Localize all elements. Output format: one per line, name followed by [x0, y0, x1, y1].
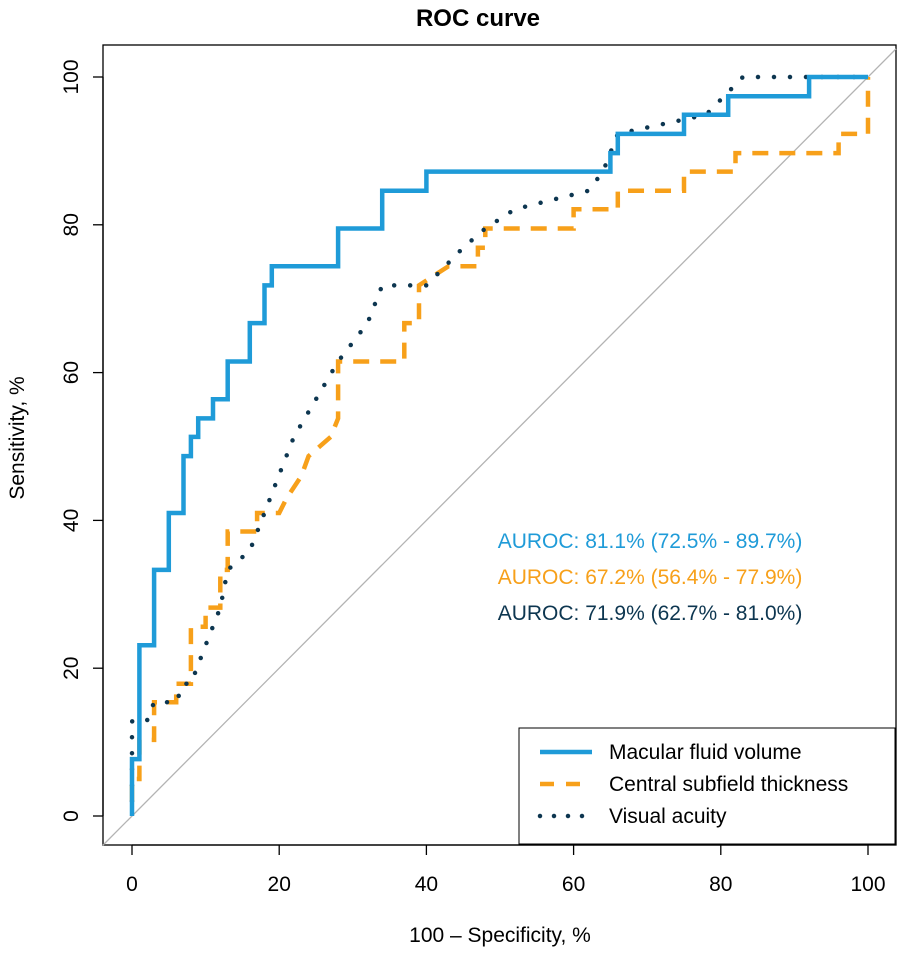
- x-tick-label: 40: [415, 873, 438, 896]
- reference-diagonal: [102, 48, 897, 846]
- x-tick-label: 20: [268, 873, 291, 896]
- legend-label: Visual acuity: [609, 805, 727, 828]
- x-axis-label: 100 – Specificity, %: [409, 924, 591, 947]
- x-axis: 0 20 40 60 80 100: [126, 844, 886, 896]
- chart-title: ROC curve: [416, 5, 540, 32]
- y-axis: 0 20 40 60 80 100: [60, 59, 104, 822]
- series-layer: [129, 74, 871, 816]
- series-line-0: [129, 74, 868, 816]
- x-tick-label: 80: [709, 873, 732, 896]
- x-tick-label: 100: [850, 873, 885, 896]
- x-tick-label: 0: [126, 873, 138, 896]
- auroc-annotation: AUROC: 67.2% (56.4% - 77.9%): [498, 566, 803, 589]
- auroc-annotation: AUROC: 81.1% (72.5% - 89.7%): [498, 530, 803, 553]
- y-tick-label: 100: [60, 59, 83, 94]
- x-tick-label: 60: [562, 873, 585, 896]
- legend-label: Macular fluid volume: [609, 741, 802, 764]
- series-line-1: [129, 77, 871, 802]
- y-tick-label: 20: [60, 657, 83, 680]
- legend-label: Central subfield thickness: [609, 773, 848, 796]
- y-tick-label: 80: [60, 213, 83, 236]
- auroc-annotation: AUROC: 71.9% (62.7% - 81.0%): [498, 602, 803, 625]
- legend-box: [518, 727, 896, 845]
- series-line-2: [129, 74, 871, 804]
- legend: Macular fluid volume Central subfield thi…: [518, 727, 896, 845]
- y-tick-label: 60: [60, 361, 83, 384]
- y-axis-label: Sensitivity, %: [6, 376, 29, 499]
- auroc-annotations: AUROC: 81.1% (72.5% - 89.7%) AUROC: 67.2%…: [498, 530, 803, 625]
- y-tick-label: 0: [60, 810, 83, 822]
- y-tick-label: 40: [60, 509, 83, 532]
